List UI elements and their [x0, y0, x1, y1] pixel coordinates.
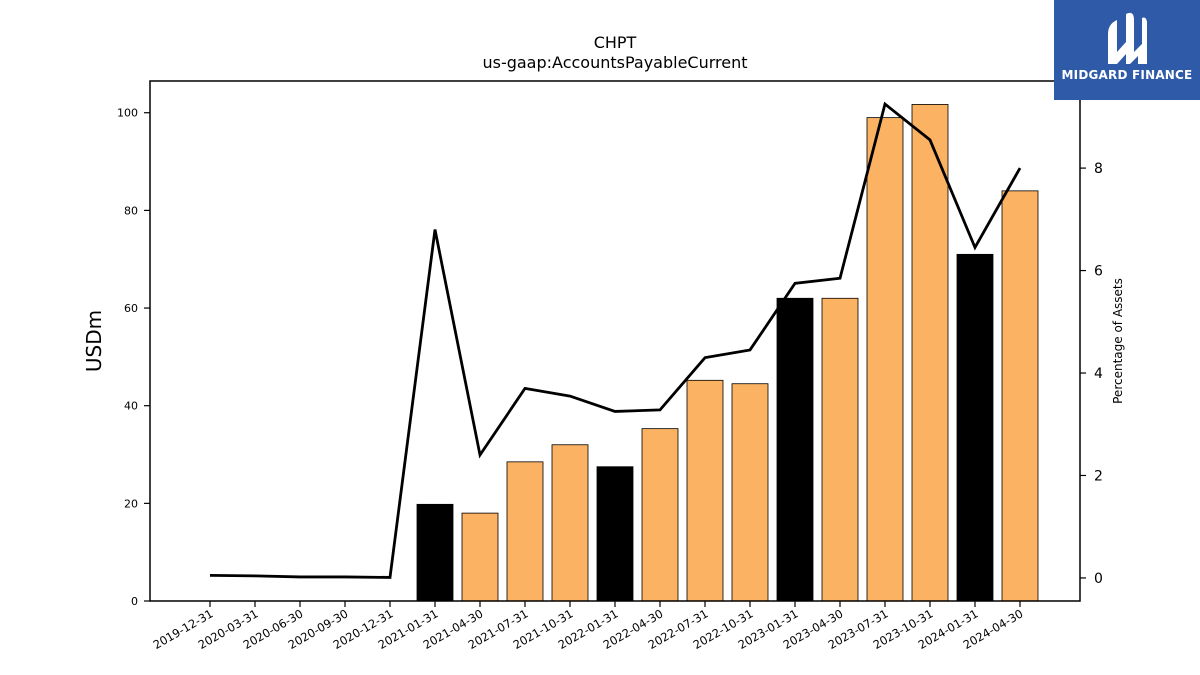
- y-tick-label: 20: [124, 497, 138, 510]
- y2-tick-label: 8: [1094, 161, 1103, 177]
- bar-2024-04-30: [1001, 190, 1039, 602]
- bar-2024-01-31: [956, 253, 994, 602]
- logo-text: MIDGARD FINANCE: [1061, 68, 1193, 82]
- bar-2023-10-31: [911, 104, 949, 602]
- bar-2022-01-31: [596, 466, 634, 602]
- y2-tick-label: 0: [1094, 571, 1103, 587]
- y-tick-label: 60: [124, 302, 138, 315]
- chart-subtitle: us-gaap:AccountsPayableCurrent: [482, 53, 747, 72]
- percentage-line: [209, 101, 1022, 579]
- bar-layer: [416, 104, 1039, 602]
- y-axis-label: USDm: [82, 310, 106, 372]
- bar-2022-04-30: [641, 428, 679, 602]
- bar-2023-07-31: [866, 117, 904, 602]
- bar-2022-10-31: [731, 383, 769, 602]
- y-tick-label: 100: [117, 107, 138, 120]
- bar-2022-07-31: [686, 379, 724, 602]
- bar-2021-10-31: [551, 444, 589, 602]
- y2-tick-label: 6: [1094, 264, 1103, 280]
- bar-2023-01-31: [776, 297, 814, 602]
- y-tick-label: 80: [124, 204, 138, 217]
- y2-tick-label: 2: [1094, 468, 1103, 484]
- y2-tick-label: 4: [1094, 366, 1103, 382]
- bar-2021-07-31: [506, 461, 544, 602]
- midgard-logo-icon: [1108, 12, 1147, 64]
- bar-2021-04-30: [461, 512, 499, 602]
- bar-2021-01-31: [416, 503, 454, 602]
- y-tick-label: 0: [131, 595, 138, 608]
- chart-title: CHPT: [594, 33, 637, 52]
- y-tick-label: 40: [124, 400, 138, 413]
- line-layer: [209, 101, 1022, 579]
- y2-axis-label: Percentage of Assets: [1111, 278, 1125, 404]
- brand-logo: MIDGARD FINANCE: [1054, 0, 1200, 100]
- bar-2023-04-30: [821, 297, 859, 602]
